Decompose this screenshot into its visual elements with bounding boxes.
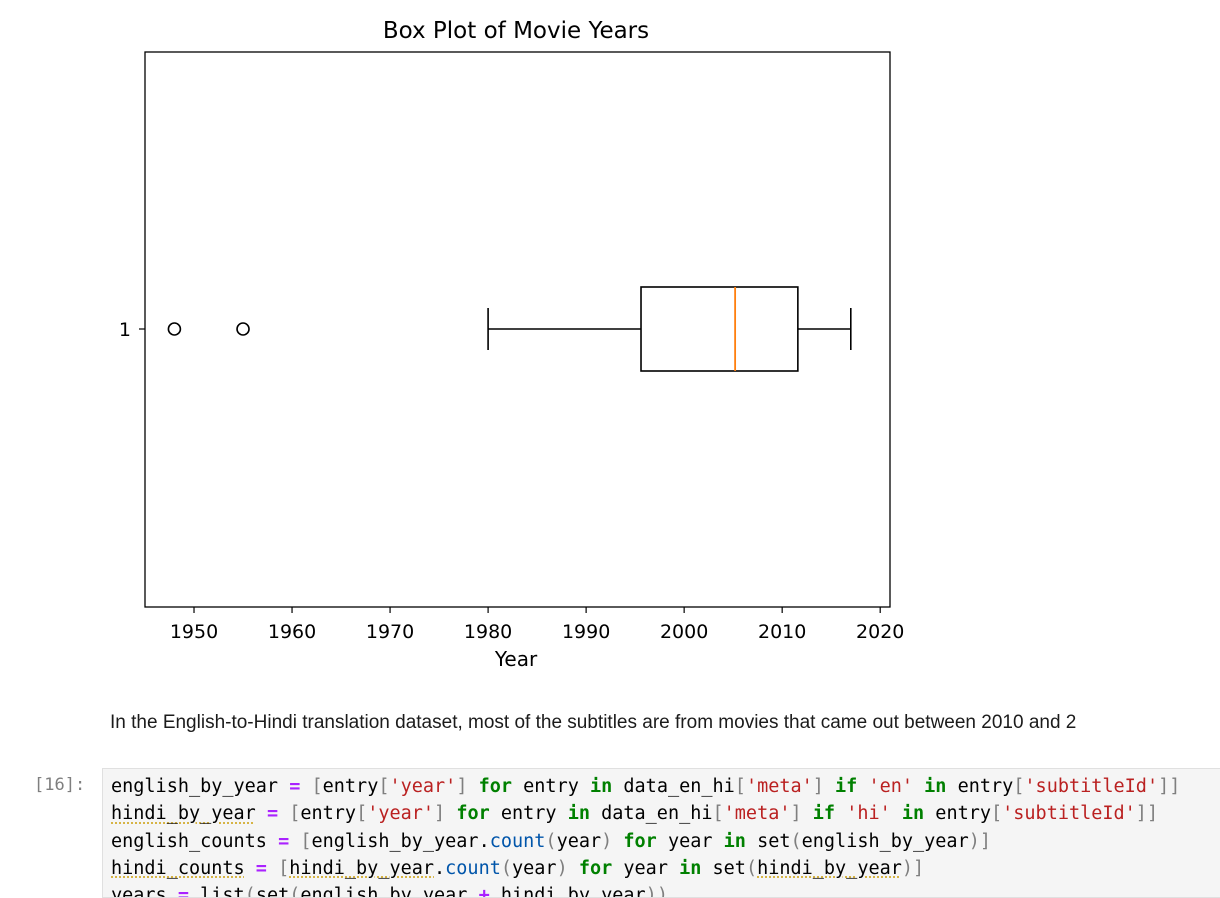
x-tick-label: 1990 <box>562 621 610 643</box>
code-line: hindi_by_year = [entry['year'] for entry… <box>111 803 1159 825</box>
boxplot-series <box>167 286 852 372</box>
outlier-point <box>236 322 250 336</box>
code-line: hindi_counts = [hindi_by_year.count(year… <box>111 857 925 879</box>
code-cell[interactable]: [16]: english_by_year = [entry['year'] f… <box>0 768 1220 898</box>
x-tick-label: 1980 <box>464 621 512 643</box>
x-tick-label: 1970 <box>366 621 414 643</box>
code-line: english_counts = [english_by_year.count(… <box>111 830 991 852</box>
box-iqr <box>640 286 799 372</box>
chart-title: Box Plot of Movie Years <box>383 18 649 44</box>
code-line: years = list(set(english_by_year + hindi… <box>111 885 668 898</box>
y-tick-label: 1 <box>119 319 131 341</box>
execution-count: [16]: <box>34 775 86 795</box>
x-tick-label: 1950 <box>170 621 218 643</box>
x-axis-label: Year <box>494 647 538 671</box>
x-axis-ticks: 1950 1960 1970 1980 1990 2000 2010 2020 <box>170 607 904 643</box>
x-tick-label: 2000 <box>660 621 708 643</box>
y-axis-ticks: 1 <box>119 319 145 341</box>
code-editor[interactable]: english_by_year = [entry['year'] for ent… <box>102 768 1220 898</box>
x-tick-label: 2020 <box>856 621 904 643</box>
code-line: english_by_year = [entry['year'] for ent… <box>111 776 1181 797</box>
x-tick-label: 1960 <box>268 621 316 643</box>
x-tick-label: 2010 <box>758 621 806 643</box>
markdown-cell-text: In the English-to-Hindi translation data… <box>110 712 1077 733</box>
outlier-point <box>167 322 182 336</box>
box-plot-chart: Box Plot of Movie Years 1950 1960 1970 1980… <box>119 18 904 671</box>
